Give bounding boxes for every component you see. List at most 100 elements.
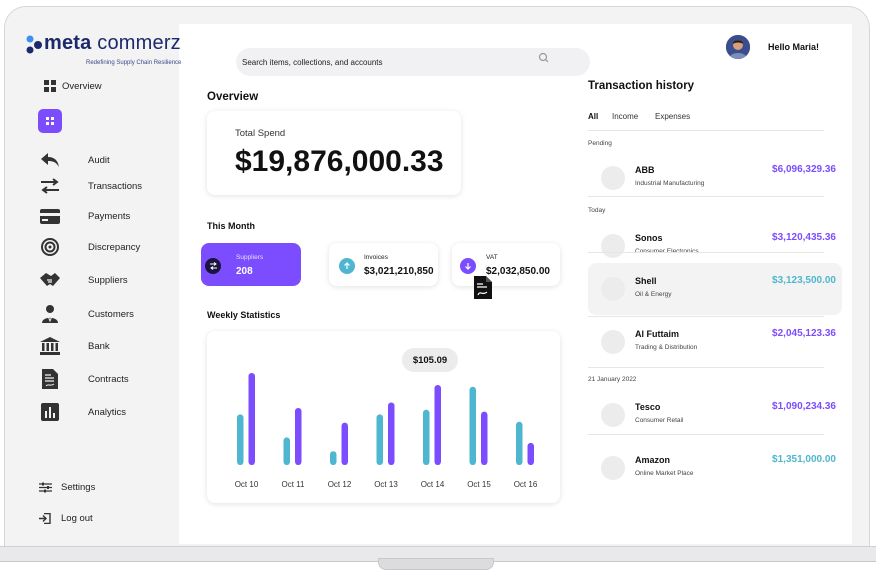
merchant-category: Oil & Energy <box>635 291 672 298</box>
sidebar-item-label: Payments <box>88 210 131 222</box>
grid-icon <box>39 75 61 97</box>
this-month-title: This Month <box>207 221 255 231</box>
invoices-label: Invoices <box>364 254 388 261</box>
merchant-avatar <box>601 166 625 190</box>
sidebar-item-label: Contracts <box>88 373 129 385</box>
overview-title: Overview <box>207 91 259 103</box>
sidebar-item-bank[interactable]: Bank <box>20 334 179 358</box>
invoices-card[interactable]: Invoices $3,021,210,850 <box>329 243 438 286</box>
tabs-divider <box>588 130 824 131</box>
sidebar-item-audit[interactable]: Audit <box>20 148 179 172</box>
sidebar-item-label: Customers <box>88 308 134 320</box>
chart-bar[interactable] <box>295 407 302 465</box>
sidebar-item-transactions[interactable]: Transactions <box>20 174 179 198</box>
chart-bar[interactable] <box>516 421 523 465</box>
merchant-category: Consumer Retail <box>635 417 684 424</box>
bank-icon <box>39 335 61 357</box>
settings-label: Settings <box>61 481 96 493</box>
grid-icon <box>46 117 54 125</box>
sidebar-item-label: Analytics <box>88 406 127 418</box>
chart-bar[interactable] <box>248 373 256 465</box>
transaction-divider <box>588 367 824 368</box>
x-tick-label: Oct 16 <box>514 480 538 489</box>
chart-bar[interactable] <box>237 414 244 465</box>
undo-arrow-icon <box>39 149 61 171</box>
transaction-divider <box>588 434 824 435</box>
document-icon <box>39 368 61 390</box>
tab-all[interactable]: All <box>588 112 599 121</box>
active-dashboard-button[interactable] <box>38 109 62 133</box>
chart-bar[interactable] <box>283 437 291 465</box>
chart-bar[interactable] <box>434 384 442 465</box>
transaction-divider <box>588 252 824 253</box>
chart-bar[interactable] <box>423 409 430 465</box>
chart-bar[interactable] <box>481 411 488 465</box>
sidebar-item-suppliers[interactable]: Suppliers <box>20 268 179 292</box>
sidebar-item-overview[interactable]: Overview <box>20 74 179 98</box>
x-tick-label: Oct 11 <box>282 480 306 489</box>
transaction-group-label: Pending <box>588 140 612 147</box>
chart-bar[interactable] <box>341 422 349 465</box>
sidebar-item-analytics[interactable]: Analytics <box>20 400 179 424</box>
transaction-row[interactable]: Tesco Consumer Retail $1,090,234.36 <box>588 389 842 441</box>
total-spend-value: $19,876,000.33 <box>235 145 444 178</box>
vat-card[interactable]: VAT $2,032,850.00 <box>452 243 560 286</box>
transaction-divider <box>588 196 824 197</box>
transaction-row[interactable]: Shell Oil & Energy $3,123,500.00 <box>588 263 842 315</box>
weekly-stats-title: Weekly Statistics <box>207 310 281 320</box>
merchant-category: Online Market Place <box>635 470 694 477</box>
sidebar-item-payments[interactable]: Payments <box>20 204 179 228</box>
transaction-row[interactable]: Sonos Consumer Electronics $3,120,435.36 <box>588 220 842 272</box>
invoices-value: $3,021,210,850 <box>364 266 434 277</box>
merchant-category: Industrial Manufacturing <box>635 180 705 187</box>
x-tick-label: Oct 12 <box>328 480 352 489</box>
x-tick-label: Oct 10 <box>235 480 259 489</box>
merchant-name: Al Futtaim <box>635 329 679 339</box>
bar-chart-icon <box>39 401 61 423</box>
user-greeting: Hello Maria! <box>768 42 820 52</box>
user-avatar[interactable] <box>726 35 750 59</box>
merchant-avatar <box>601 234 625 258</box>
tab-income[interactable]: Income <box>612 112 639 121</box>
chart-bar[interactable] <box>376 414 384 465</box>
chart-bar[interactable] <box>388 402 395 465</box>
people-icon <box>39 303 61 325</box>
brand-tagline: Redefining Supply Chain Resilience <box>86 60 182 66</box>
sidebar-item-customers[interactable]: Customers <box>20 302 179 326</box>
logout-button[interactable]: Log out <box>20 507 179 529</box>
transactions-title: Transaction history <box>588 80 695 92</box>
sidebar-item-contracts[interactable]: Contracts <box>20 367 179 391</box>
laptop-notch <box>378 558 494 570</box>
chart-bar[interactable] <box>527 442 535 465</box>
x-tick-label: Oct 13 <box>374 480 398 489</box>
merchant-category: Trading & Distribution <box>635 344 698 351</box>
suppliers-card[interactable]: Suppliers 208 <box>201 243 301 286</box>
sidebar-item-label: Overview <box>62 80 102 92</box>
sidebar-item-label: Suppliers <box>88 274 128 286</box>
sidebar: meta commerz Redefining Supply Chain Res… <box>20 24 182 544</box>
sidebar-item-label: Transactions <box>88 180 143 192</box>
merchant-name: Amazon <box>635 455 671 465</box>
search-icon[interactable] <box>537 51 551 65</box>
handshake-icon <box>39 269 61 291</box>
merchant-name: Shell <box>635 276 657 286</box>
transaction-amount: $2,045,123.36 <box>772 328 836 339</box>
transaction-amount: $1,090,234.36 <box>772 401 836 412</box>
sidebar-item-discrepancy[interactable]: Discrepancy <box>20 235 179 259</box>
merchant-avatar <box>601 403 625 427</box>
sidebar-item-label: Bank <box>88 340 110 352</box>
settings-button[interactable]: Settings <box>20 476 179 498</box>
transaction-amount: $3,123,500.00 <box>772 275 836 286</box>
tab-expenses[interactable]: Expenses <box>655 112 691 121</box>
transaction-row[interactable]: Al Futtaim Trading & Distribution $2,045,1… <box>588 316 842 368</box>
merchant-name: Tesco <box>635 402 661 412</box>
search-bar[interactable]: Search items, collections, and accounts <box>236 48 590 76</box>
transaction-row[interactable]: Amazon Online Market Place $1,351,000.00 <box>588 442 842 494</box>
search-input[interactable]: Search items, collections, and accounts <box>242 57 383 67</box>
chart-bar[interactable] <box>469 386 477 465</box>
transaction-row[interactable]: ABB Industrial Manufacturing $6,096,329.36 <box>588 152 842 204</box>
merchant-avatar <box>601 456 625 480</box>
chart-bar[interactable] <box>330 451 337 465</box>
suppliers-label: Suppliers <box>236 254 264 261</box>
credit-card-icon <box>39 205 61 227</box>
